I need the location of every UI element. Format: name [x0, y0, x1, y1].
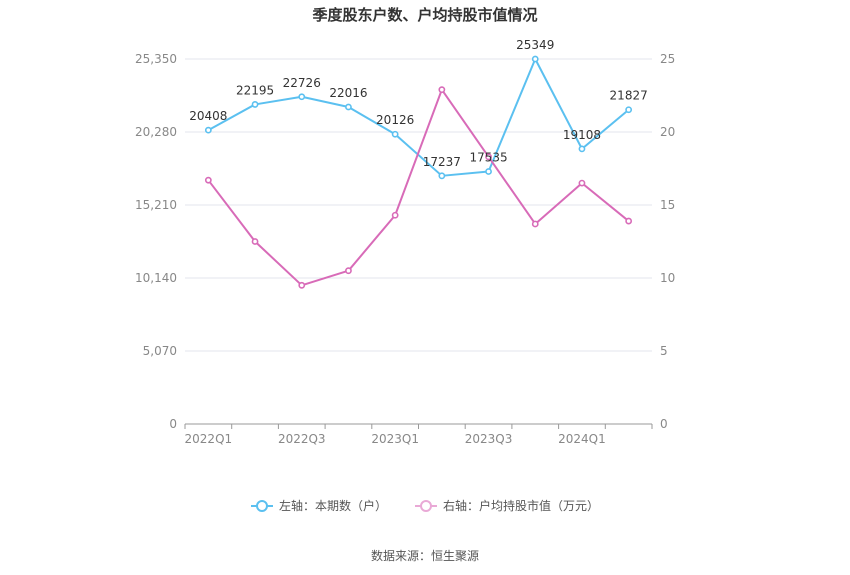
x-axis-tick-label: 2024Q1 — [558, 432, 606, 446]
series-line-shareholders — [207, 58, 630, 177]
data-point-avg-holding-value — [531, 220, 539, 228]
data-point-shareholders — [298, 93, 306, 101]
data-point-shareholders — [438, 172, 446, 180]
data-point-avg-holding-value — [578, 179, 586, 187]
data-point-shareholders — [391, 130, 399, 138]
data-label: 25349 — [516, 38, 554, 52]
right-axis-tick-label: 10 — [660, 271, 675, 285]
right-axis-tick-label: 0 — [660, 417, 668, 431]
data-point-avg-holding-value — [251, 238, 259, 245]
data-label: 22016 — [329, 86, 367, 100]
left-axis-tick-label: 20,280 — [135, 125, 177, 139]
right-axis-tick-label: 15 — [660, 198, 675, 212]
legend: 左轴：本期数（户） 右轴：户均持股市值（万元） — [0, 497, 850, 514]
data-point-shareholders — [251, 101, 259, 108]
x-axis-tick-label: 2023Q3 — [465, 432, 513, 446]
data-point-shareholders — [531, 55, 539, 63]
data-point-avg-holding-value — [298, 281, 306, 289]
data-point-avg-holding-value — [204, 176, 212, 184]
data-point-avg-holding-value — [438, 86, 446, 94]
left-axis-tick-label: 0 — [169, 417, 177, 431]
data-label: 22726 — [283, 76, 321, 90]
series-line-avg-holding-value — [207, 88, 630, 287]
left-axis-tick-label: 10,140 — [135, 271, 177, 285]
right-axis-tick-label: 20 — [660, 125, 675, 139]
legend-swatch-left-icon — [250, 499, 273, 512]
data-label: 20408 — [189, 109, 227, 123]
data-point-shareholders — [625, 106, 633, 114]
data-point-avg-holding-value — [391, 211, 399, 219]
legend-item-right-axis[interactable]: 右轴：户均持股市值（万元） — [415, 497, 599, 514]
data-label: 17535 — [469, 151, 507, 165]
data-point-shareholders — [204, 126, 212, 134]
left-axis-tick-label: 25,350 — [135, 52, 177, 66]
data-point-shareholders — [485, 168, 492, 175]
left-axis-tick-label: 15,210 — [135, 198, 177, 212]
data-point-shareholders — [345, 103, 352, 111]
data-label: 20126 — [376, 113, 414, 127]
x-axis-tick-label: 2022Q3 — [278, 432, 326, 446]
legend-swatch-right-icon — [415, 499, 437, 512]
data-label: 19108 — [563, 128, 601, 142]
left-axis-tick-label: 5,070 — [143, 344, 177, 358]
legend-label-right: 右轴：户均持股市值（万元） — [443, 499, 600, 513]
data-point-avg-holding-value — [625, 217, 633, 225]
data-label: 22195 — [236, 83, 274, 97]
legend-item-left-axis[interactable]: 左轴：本期数（户） — [250, 497, 387, 514]
data-point-avg-holding-value — [485, 153, 492, 161]
data-point-avg-holding-value — [345, 267, 352, 275]
right-axis-tick-label: 5 — [660, 344, 668, 358]
x-axis-tick-label: 2022Q1 — [185, 432, 233, 446]
legend-label-left: 左轴：本期数（户） — [278, 499, 387, 513]
chart-title: 季度股东户数、户均持股市值情况 — [312, 6, 538, 24]
data-point-shareholders — [578, 145, 586, 153]
source-note: 数据来源：恒生聚源 — [370, 549, 479, 563]
data-label: 17237 — [423, 155, 461, 169]
x-axis-tick-label: 2023Q1 — [371, 432, 419, 446]
right-axis-tick-label: 25 — [660, 52, 675, 66]
data-label: 21827 — [610, 89, 648, 103]
